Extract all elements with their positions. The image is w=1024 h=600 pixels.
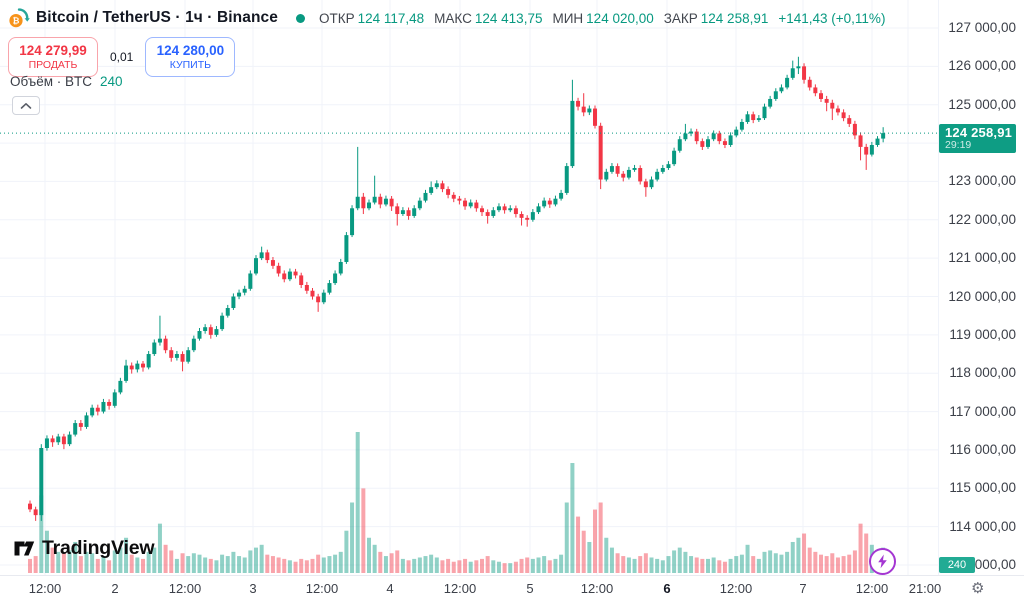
change-value: +141,43 (+0,11%): [778, 10, 886, 26]
time-axis-tick: 12:00: [168, 581, 202, 596]
open-label: ОТКР: [318, 10, 355, 26]
sell-button[interactable]: 124 279,99 ПРОДАТЬ: [8, 37, 98, 77]
buy-button[interactable]: 124 280,00 КУПИТЬ: [145, 37, 236, 77]
axis-settings-gear-icon[interactable]: ⚙: [971, 580, 985, 597]
svg-text:₿: ₿: [13, 16, 20, 26]
high-value: 124 413,75: [474, 10, 543, 26]
price-axis-label: 126 000,00: [948, 58, 1016, 74]
volume-legend-label: Объём · BTC: [10, 74, 93, 89]
time-axis-tick: 4: [386, 581, 394, 596]
price-axis-label: 118 000,00: [949, 365, 1016, 381]
time-axis-tick: 12:00: [28, 581, 62, 596]
symbol-header: ₿ Bitcoin / TetherUS · 1ч · Binance ОТКР…: [8, 7, 885, 29]
time-axis-tick: 3: [249, 581, 257, 596]
time-axis-tick: 5: [526, 581, 534, 596]
sell-label: ПРОДАТЬ: [28, 58, 78, 71]
bitcoin-logo-icon: ₿: [9, 8, 30, 28]
low-label: МИН: [552, 10, 584, 26]
tradingview-mark-icon: [14, 541, 35, 556]
low-value: 124 020,00: [586, 10, 654, 26]
price-axis-label: 122 000,00: [948, 211, 1016, 227]
price-axis-label: 120 000,00: [948, 288, 1016, 304]
price-axis-separator: [938, 0, 939, 575]
tradingview-logo-text: TradingView: [42, 537, 155, 559]
symbol-title[interactable]: Bitcoin / TetherUS · 1ч · Binance: [36, 9, 278, 26]
time-axis-tick: 12:00: [580, 581, 614, 596]
price-axis-label: 116 000,00: [949, 441, 1016, 457]
time-axis-tick: 7: [799, 581, 807, 596]
last-price-value: 124 258,91: [945, 125, 1013, 140]
ohlc-row: ОТКР 124 117,48 МАКС 124 413,75 МИН 124 …: [319, 11, 885, 26]
open-value: 124 117,48: [357, 10, 425, 26]
close-value: 124 258,91: [700, 10, 769, 26]
time-axis-tick: 12:00: [443, 581, 477, 596]
collapse-pane-button[interactable]: [12, 96, 40, 115]
price-axis-label: 119 000,00: [949, 326, 1016, 342]
last-price-badge: 124 258,91 29:19: [939, 124, 1016, 153]
spread-value: 0,01: [110, 50, 134, 64]
high-label: МАКС: [434, 10, 472, 26]
time-axis-tick: 12:00: [305, 581, 339, 596]
price-axis-label: 123 000,00: [948, 173, 1016, 189]
price-axis-label: 127 000,00: [948, 20, 1016, 35]
grid-layer: [0, 0, 938, 575]
price-axis-label: 125 000,00: [948, 96, 1016, 112]
chart-canvas[interactable]: [0, 0, 938, 600]
time-axis-tick: 6: [663, 581, 671, 596]
volume-scale-badge: 240: [939, 557, 975, 573]
price-axis-label: 114 000,00: [949, 518, 1016, 534]
volume-legend[interactable]: Объём · BTC 240: [10, 74, 123, 89]
price-axis-label: 115 000,00: [949, 480, 1016, 496]
bar-countdown: 29:19: [945, 139, 972, 151]
lightning-icon: [878, 554, 887, 569]
trade-panel: 124 279,99 ПРОДАТЬ 0,01 124 280,00 КУПИТ…: [8, 37, 236, 77]
volume-layer: [28, 432, 886, 573]
close-label: ЗАКР: [663, 10, 698, 26]
price-axis-label: 117 000,00: [949, 403, 1016, 419]
tradingview-logo[interactable]: TradingView: [13, 537, 155, 560]
time-axis-tick: 12:00: [855, 581, 889, 596]
time-axis-tick: 21:00: [908, 581, 942, 596]
boost-button[interactable]: [869, 548, 896, 575]
sell-price: 124 279,99: [19, 43, 87, 59]
time-axis-tick: 2: [111, 581, 119, 596]
chevron-up-icon: [20, 102, 32, 109]
time-axis-tick: 12:00: [719, 581, 753, 596]
time-axis-separator: [0, 575, 1024, 576]
volume-legend-value: 240: [100, 74, 123, 89]
candles-layer: [28, 56, 886, 521]
buy-label: КУПИТЬ: [169, 58, 212, 71]
market-open-dot-icon: [295, 13, 305, 23]
price-axis-label: 121 000,00: [948, 250, 1016, 266]
buy-price: 124 280,00: [156, 43, 225, 59]
